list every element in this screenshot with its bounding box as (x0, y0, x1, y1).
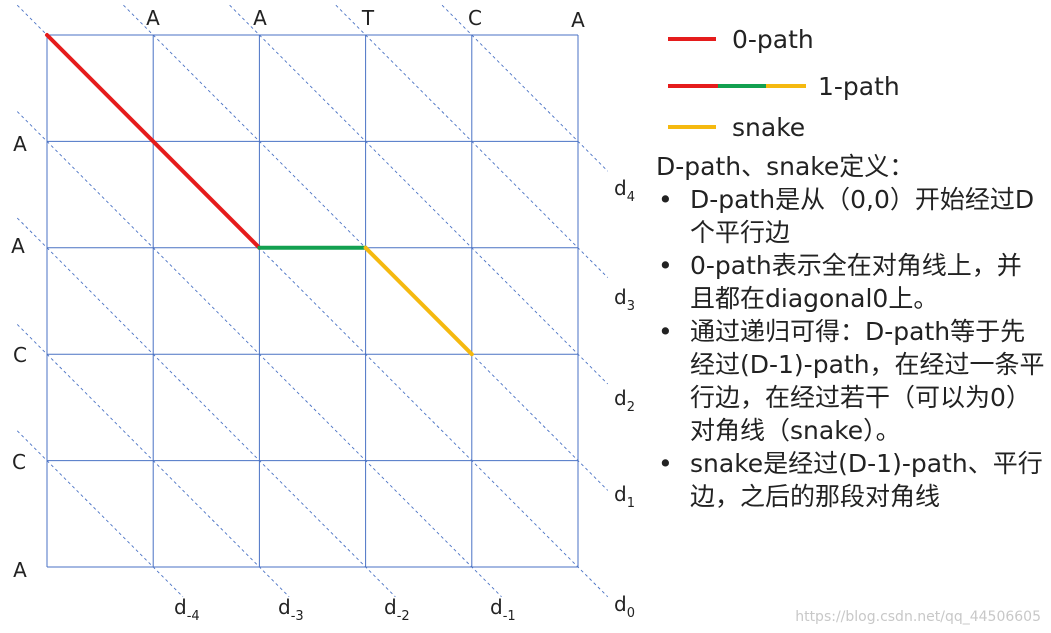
column-label: A (146, 6, 160, 30)
diagonal-guide-line (16, 217, 396, 598)
diagonal-guide-line (16, 430, 184, 598)
legend-swatch-red (668, 24, 716, 54)
notes-bullet-text: 0-path表示全在对角线上，并且都在diagonal0上。 (690, 251, 1022, 313)
diagonal-guide-line (229, 4, 609, 385)
row-label: A (13, 132, 27, 156)
bullet-dot: • (658, 449, 673, 478)
diagonal-label-d-2: d-2 (384, 595, 410, 624)
paths-layer (45, 33, 474, 357)
notes-bullet: • D-path是从（0,0）开始经过D个平行边 (656, 183, 1046, 249)
definition-notes: D-path、snake定义： • D-path是从（0,0）开始经过D个平行边 … (656, 150, 1046, 513)
diagonal-label-d1: d1 (614, 482, 635, 511)
diagonal-label-d-1: d-1 (490, 595, 516, 624)
row-label: A (11, 234, 25, 258)
diagonal-label-d-4: d-4 (174, 595, 200, 624)
notes-bullet: • snake是经过(D-1)-path、平行边，之后的那段对角线 (656, 447, 1046, 513)
snake-segment (363, 245, 474, 357)
legend-swatch-tricolor (668, 71, 806, 101)
watermark: https://blog.csdn.net/qq_44506605 (795, 609, 1041, 625)
notes-bullet-text: 通过递归可得：D-path等于先经过(D-1)-path，在经过一条平行边，在经… (690, 317, 1045, 445)
column-label: A (253, 6, 267, 30)
bullet-dot: • (658, 185, 673, 214)
diagonal-label-d3: d3 (614, 285, 635, 314)
row-label: A (13, 558, 27, 582)
diagonal-label-d2: d2 (614, 386, 635, 415)
edit-graph-diagram: A A T C A A A C C A d4 d3 d2 d1 d0 d-4 d… (11, 4, 635, 624)
notes-title: D-path、snake定义： (656, 152, 915, 181)
notes-bullet-text: snake是经过(D-1)-path、平行边，之后的那段对角线 (690, 449, 1043, 511)
notes-bullet: • 通过递归可得：D-path等于先经过(D-1)-path，在经过一条平行边，在… (656, 315, 1046, 447)
bullet-dot: • (658, 251, 673, 280)
legend-item-snake: snake (668, 112, 805, 142)
notes-list: • D-path是从（0,0）开始经过D个平行边 • 0-path表示全在对角线上，… (656, 183, 1046, 513)
column-label: C (468, 6, 482, 30)
notes-bullet: • 0-path表示全在对角线上，并且都在diagonal0上。 (656, 249, 1046, 315)
diagonal-label-d0: d0 (614, 592, 635, 621)
column-label: A (571, 8, 585, 32)
row-label: C (12, 450, 26, 474)
legend-swatch-yellow (668, 112, 716, 142)
legend-label: snake (732, 112, 806, 142)
notes-bullet-text: D-path是从（0,0）开始经过D个平行边 (690, 185, 1035, 247)
legend-item-0-path: 0-path (668, 24, 814, 54)
row-label: C (13, 343, 27, 367)
diagonal-label-d-3: d-3 (278, 595, 304, 624)
bullet-dot: • (658, 317, 673, 346)
legend-item-1-path: 1-path (668, 71, 900, 101)
diagonal-label-d4: d4 (614, 176, 635, 205)
legend-label: 1-path (818, 71, 900, 101)
legend-label: 0-path (732, 24, 814, 54)
column-label: T (361, 6, 375, 30)
zero-path-segment (45, 33, 262, 250)
legend: 0-path 1-path snake (668, 20, 1038, 150)
